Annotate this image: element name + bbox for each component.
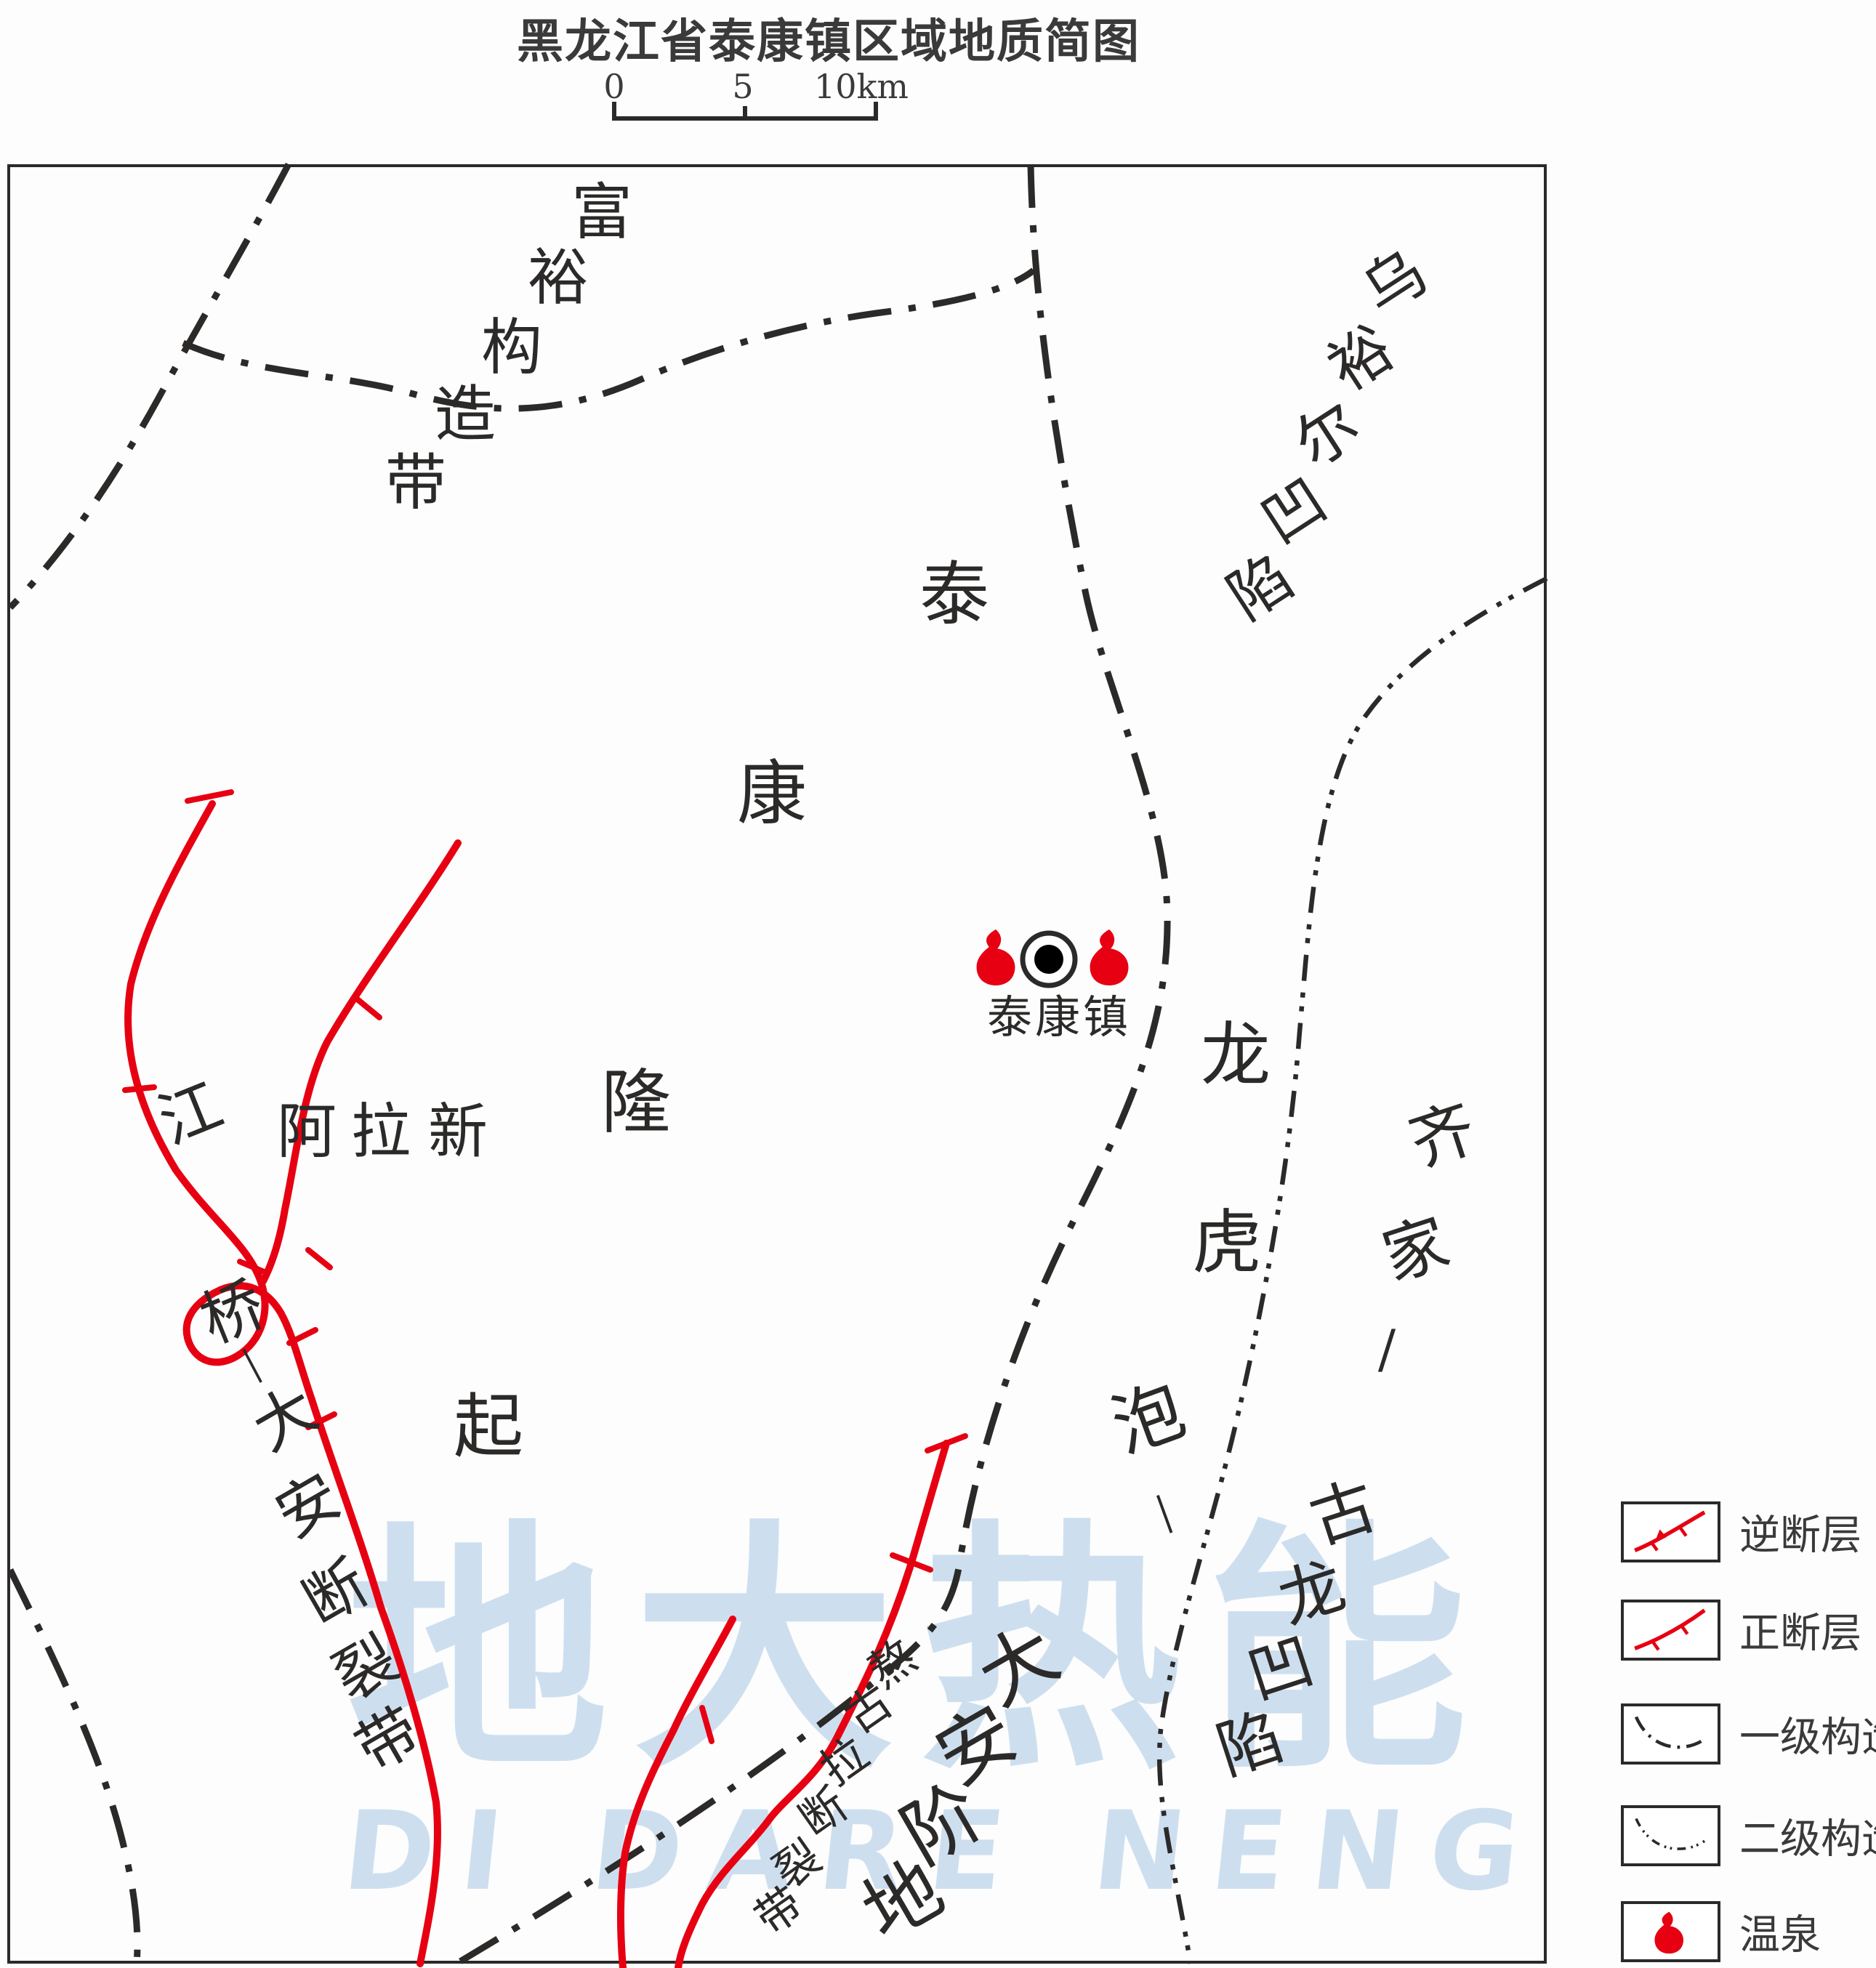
hot-springs — [976, 929, 1129, 985]
map-label-char: 齐 — [1401, 1089, 1485, 1182]
legend-label: 二级构造 — [1739, 1815, 1876, 1863]
boundary-jiedi-gulong — [1156, 576, 1548, 1964]
map-label-char: 构 — [480, 312, 543, 383]
map-label-char: 起 — [454, 1386, 523, 1467]
map-label-char: 裕 — [1316, 312, 1406, 405]
reverse-fault-icon — [1621, 1501, 1720, 1562]
map-label-char: 陷 — [1208, 1698, 1292, 1790]
first-order-structure-lines — [7, 162, 1171, 1967]
map-label-char: 陷 — [1215, 541, 1305, 634]
hot-spring-icon — [1621, 1901, 1720, 1962]
legend-label: 一级构造 — [1739, 1714, 1876, 1762]
map-label-char: 乌 — [1349, 235, 1439, 328]
map-label-char: 新 — [427, 1097, 488, 1166]
boundary-fuyu-taikang — [182, 267, 1036, 412]
boundary-taikang-longhupao — [454, 164, 1171, 1967]
map-label-char: 凹 — [1239, 1622, 1323, 1714]
map-label-char: 阿 — [276, 1097, 337, 1166]
map-label-char: 带 — [385, 447, 447, 518]
boundary-northwest — [7, 162, 291, 610]
hot-spring-east-icon — [1090, 929, 1129, 985]
legend-item-first-order: 一级构造 — [1621, 1703, 1876, 1765]
hot-spring-west-icon — [976, 929, 1015, 985]
first-order-line-icon — [1621, 1703, 1720, 1765]
map-label-char: 龙 — [1201, 1015, 1271, 1096]
map-label-char: 断 — [291, 1546, 380, 1640]
town-marker — [1020, 930, 1078, 988]
scale-bar — [612, 102, 878, 121]
boundary-southwest — [7, 1568, 141, 1964]
map-label-char: 家 — [1374, 1203, 1458, 1296]
map-label-char: 造 — [434, 379, 496, 450]
second-order-structure-lines — [1156, 576, 1548, 1964]
map-label-char: 凹 — [1249, 464, 1339, 557]
fault-lines — [122, 789, 968, 1968]
map-label-char: 古 — [1301, 1467, 1385, 1559]
page-title: 黑龙江省泰康镇区域地质简图 — [517, 15, 1140, 69]
map-label-char: 泡 — [1101, 1368, 1196, 1469]
map-label-char: ∕ — [1377, 1318, 1396, 1379]
map-frame — [7, 164, 1547, 1964]
map-label-char: 虎 — [1192, 1202, 1262, 1283]
map-label-char: 康 — [737, 753, 807, 834]
legend-item-hot-spring: 温泉 — [1621, 1901, 1875, 1962]
legend-label: 温泉 — [1739, 1911, 1821, 1959]
map-label-char: 大 — [241, 1372, 329, 1465]
aogula-fault — [675, 1440, 950, 1968]
map-label-char: 隆 — [601, 1062, 671, 1143]
legend-label: 逆断层 — [1739, 1512, 1861, 1560]
normal-fault-icon — [1621, 1600, 1720, 1661]
map-label-char: 尔 — [1282, 388, 1372, 481]
scale-label-10km: 10km — [813, 67, 909, 106]
jiangqiao-daan-fault-east-branch — [259, 839, 462, 1285]
map-label-char: 拉 — [350, 1097, 411, 1166]
scale-label-0: 0 — [603, 67, 625, 106]
middle-fault — [616, 1616, 736, 1968]
map-label-char: 裕 — [527, 242, 589, 313]
legend-item-second-order: 二级构造 — [1621, 1805, 1876, 1866]
second-order-line-icon — [1621, 1805, 1720, 1866]
map-label-char: 江 — [148, 1068, 233, 1158]
map-label-char: 龙 — [1270, 1546, 1354, 1639]
scale-label-5: 5 — [732, 67, 754, 106]
map-label-char: — — [1135, 1483, 1199, 1543]
fault-tick-marks — [122, 789, 968, 1744]
legend-item-normal-fault: 正断层 — [1621, 1600, 1875, 1661]
town-label: 泰康镇 — [986, 991, 1132, 1044]
map-label-char: 安 — [264, 1459, 353, 1552]
legend-item-reverse-fault: 逆断层 — [1621, 1501, 1875, 1562]
map-label-char: 富 — [571, 177, 633, 248]
map-label-char: 泰 — [919, 554, 989, 635]
legend-label: 正断层 — [1739, 1610, 1861, 1658]
